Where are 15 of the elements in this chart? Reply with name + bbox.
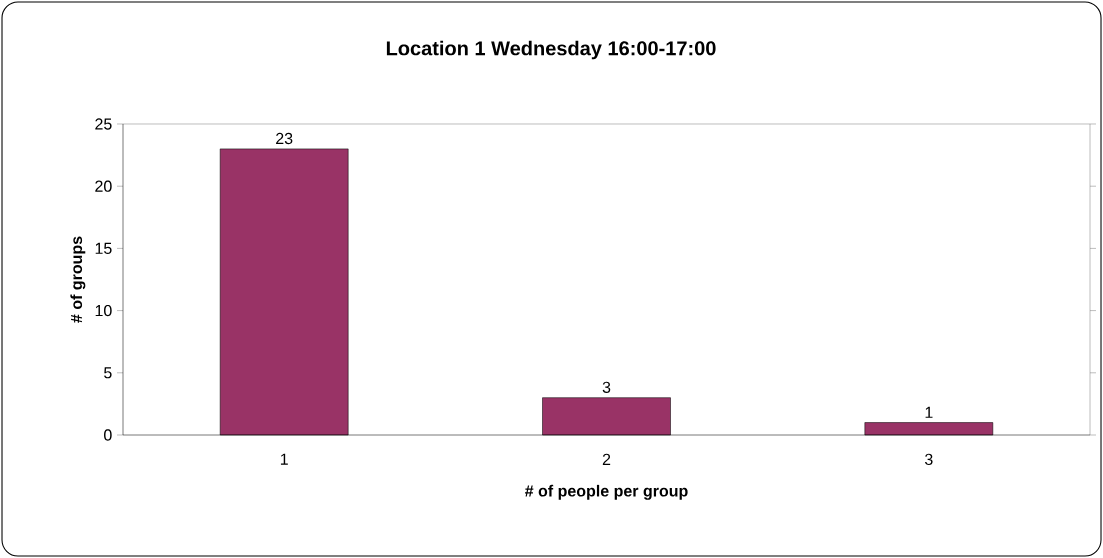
x-axis-title: # of people per group [525,484,688,500]
y-tick-label: 20 [95,180,112,192]
y-tick-label: 10 [95,304,112,317]
y-tick-label: 15 [95,242,112,254]
x-tick-label: 2 [602,453,611,465]
y-tick-label: 5 [104,367,112,379]
x-tick-label: 1 [280,453,288,465]
chart-title: Location 1 Wednesday 16:00-17:00 [386,40,716,60]
y-axis-title: # of groups [70,236,86,323]
data-label: 3 [602,381,611,393]
x-tick-label: 3 [925,453,933,466]
data-label: 23 [276,132,293,145]
data-label: 1 [925,406,933,418]
y-tick-label: 25 [95,118,112,130]
y-tick-label: 0 [104,429,112,441]
